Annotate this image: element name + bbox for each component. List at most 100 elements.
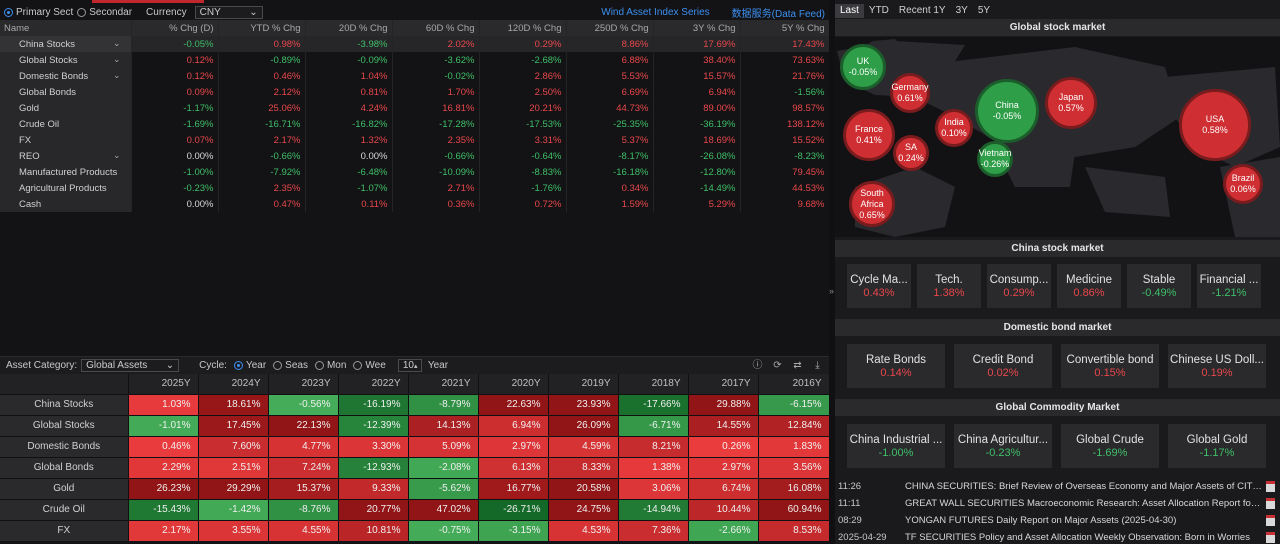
heatmap-cell[interactable]: 1.03% [128,393,199,415]
market-bubble[interactable]: Brazil 0.06% [1223,164,1263,204]
table-row[interactable]: Gold -1.17% 25.06% 4.24% 16.81% 20.21% 44.73% 8… [0,100,830,116]
market-bubble[interactable]: Vietnam -0.26% [977,141,1013,177]
heatmap-cell[interactable]: 1.38% [618,456,689,478]
market-tile[interactable]: Convertible bond 0.15% [1061,344,1159,388]
heatmap-cell[interactable]: 4.77% [268,435,339,457]
period-tab[interactable]: 5Y [977,5,991,16]
heatmap-cell[interactable]: 6.94% [478,414,549,436]
heatmap-cell[interactable]: -0.75% [408,519,479,541]
heatmap-cell[interactable]: -14.94% [618,498,689,520]
market-bubble[interactable]: Germany 0.61% [890,73,930,113]
market-tile[interactable]: Financial ... -1.21% [1197,264,1261,308]
table-row[interactable]: Cash 0.00% 0.47% 0.11% 0.36% 0.72% 1.59% 5.29% 9… [0,196,830,212]
heatmap-cell[interactable]: -0.56% [268,393,339,415]
info-icon[interactable]: ⓘ [752,360,763,371]
cycle-radio[interactable] [353,360,363,370]
market-bubble[interactable]: France 0.41% [843,109,895,161]
heatmap-cell[interactable]: -2.08% [408,456,479,478]
data-feed-link[interactable]: 数据服务(Data Feed) [731,8,825,20]
heatmap-cell[interactable]: 7.24% [268,456,339,478]
heatmap-cell[interactable]: 2.97% [688,456,759,478]
column-header[interactable]: 60D % Chg [392,20,480,36]
heatmap-cell[interactable]: -12.93% [338,456,409,478]
news-headline[interactable]: TF SECURITIES Policy and Asset Allocatio… [905,532,1250,543]
secondary-label[interactable]: Secondar [89,6,133,18]
heatmap-cell[interactable]: 60.94% [758,498,830,520]
download-icon[interactable]: ⤓ [815,360,820,371]
heatmap-cell[interactable]: 7.60% [198,435,269,457]
currency-select[interactable]: CNY ⌄ [194,5,263,19]
news-headline[interactable]: CHINA SECURITIES: Brief Review of Overse… [905,481,1266,492]
market-tile[interactable]: China Industrial ... -1.00% [847,424,945,468]
heatmap-cell[interactable]: 2.51% [198,456,269,478]
news-headline[interactable]: GREAT WALL SECURITIES Macroeconomic Rese… [905,498,1266,509]
heatmap-cell[interactable]: 17.45% [198,414,269,436]
heatmap-cell[interactable]: 20.77% [338,498,409,520]
news-row[interactable]: 08:29 YONGAN FUTURES Daily Report on Majo… [835,512,1280,529]
asset-name-cell[interactable]: Global Bonds [0,84,132,100]
heatmap-cell[interactable]: -1.42% [198,498,269,520]
primary-radio[interactable] [4,7,13,17]
heatmap-row[interactable]: Crude Oil -15.43% -1.42% -8.76% 20.77% 47.02%… [0,498,830,520]
column-header[interactable]: 250D % Chg [566,20,654,36]
asset-category-select[interactable]: Global Assets ⌄ [81,359,180,372]
column-header[interactable]: 5Y % Chg [740,20,830,36]
table-row[interactable]: Global Stocks ⌄ 0.12% -0.89% -0.09% -3.62% -2.… [0,52,830,68]
asset-name-cell[interactable]: China Stocks ⌄ [0,36,132,52]
switch-icon[interactable]: ⇄ [793,360,802,371]
heatmap-cell[interactable]: 14.55% [688,414,759,436]
heatmap-cell[interactable]: -8.76% [268,498,339,520]
heatmap-cell[interactable]: 8.33% [548,456,619,478]
market-bubble[interactable]: USA 0.58% [1179,89,1251,161]
cycle-option[interactable]: Year [230,360,266,371]
market-tile[interactable]: Credit Bond 0.02% [954,344,1052,388]
heatmap-cell[interactable]: -26.71% [478,498,549,520]
market-tile[interactable]: Global Gold -1.17% [1168,424,1266,468]
heatmap-cell[interactable]: 16.77% [478,477,549,499]
heatmap-cell[interactable]: -12.39% [338,414,409,436]
asset-name-cell[interactable]: Manufactured Products [0,164,132,180]
column-header[interactable]: 120D % Chg [479,20,567,36]
cycle-option-label[interactable]: Seas [285,360,308,371]
column-header[interactable]: 20D % Chg [305,20,393,36]
heatmap-cell[interactable]: 8.53% [758,519,830,541]
heatmap-cell[interactable]: 10.81% [338,519,409,541]
heatmap-cell[interactable]: 9.33% [338,477,409,499]
market-tile[interactable]: Rate Bonds 0.14% [847,344,945,388]
heatmap-cell[interactable]: 7.36% [618,519,689,541]
pdf-icon[interactable] [1266,498,1275,509]
column-header[interactable]: % Chg (D) [131,20,219,36]
market-bubble[interactable]: China -0.05% [975,79,1039,143]
heatmap-cell[interactable]: -16.19% [338,393,409,415]
cycle-option-label[interactable]: Mon [326,360,347,371]
panel-collapse-handle[interactable]: » [829,0,835,544]
market-bubble[interactable]: UK -0.05% [840,44,886,90]
heatmap-cell[interactable]: 18.61% [198,393,269,415]
market-tile[interactable]: Global Crude -1.69% [1061,424,1159,468]
chevron-down-icon[interactable]: ⌄ [112,54,121,64]
table-row[interactable]: Agricultural Products -0.23% 2.35% -1.07% 2.… [0,180,830,196]
column-header[interactable]: Name [0,20,132,36]
series-link[interactable]: Wind Asset Index Series [601,6,710,18]
table-row[interactable]: REO ⌄ 0.00% -0.66% 0.00% -0.66% -0.64% -8.17% -2… [0,148,830,164]
cycle-radio[interactable] [233,360,243,370]
table-row[interactable]: Crude Oil -1.69% -16.71% -16.82% -17.28% -17.… [0,116,830,132]
heatmap-cell[interactable]: -6.15% [758,393,830,415]
chevron-down-icon[interactable]: ⌄ [112,150,121,160]
primary-label[interactable]: Primary Sect [16,6,74,18]
market-tile[interactable]: China Agricultur... -0.23% [954,424,1052,468]
news-row[interactable]: 11:11 GREAT WALL SECURITIES Macroeconomic… [835,495,1280,512]
market-tile[interactable]: Cycle Ma... 0.43% [847,264,911,308]
heatmap-cell[interactable]: 26.23% [128,477,199,499]
market-bubble[interactable]: Japan 0.57% [1045,77,1097,129]
heatmap-row[interactable]: Global Stocks -1.01% 17.45% 22.13% -12.39% 14… [0,414,830,436]
heatmap-cell[interactable]: -6.71% [618,414,689,436]
heatmap-row[interactable]: Domestic Bonds 0.46% 7.60% 4.77% 3.30% 5.09% 2… [0,435,830,457]
asset-name-cell[interactable]: Agricultural Products [0,180,132,196]
cycle-radio[interactable] [314,360,324,370]
heatmap-cell[interactable]: -15.43% [128,498,199,520]
pdf-icon[interactable] [1266,481,1275,492]
heatmap-cell[interactable]: 6.74% [688,477,759,499]
heatmap-cell[interactable]: -3.15% [478,519,549,541]
asset-name-cell[interactable]: Crude Oil [0,116,132,132]
